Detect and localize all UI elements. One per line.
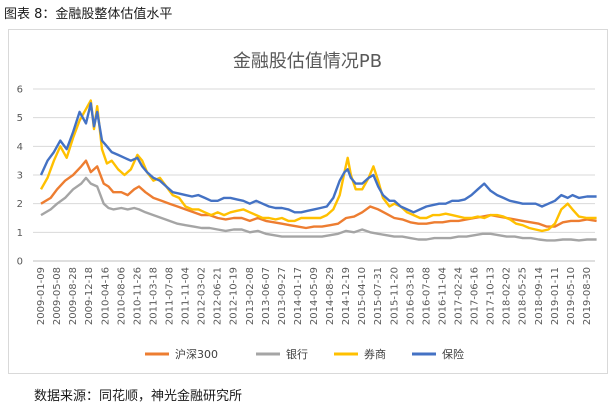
y-tick-label: 4 <box>17 142 23 153</box>
y-tick-label: 3 <box>17 171 23 182</box>
x-tick-label: 2015-11-20 <box>389 267 400 325</box>
data-source: 数据来源：同花顺，神光金融研究所 <box>34 389 243 404</box>
x-tick-label: 2017-02-24 <box>454 267 465 325</box>
x-tick-label: 2009-12-18 <box>84 267 95 325</box>
x-tick-label: 2017-06-16 <box>470 267 481 325</box>
x-tick-label: 2019-05-10 <box>566 267 577 325</box>
x-tick-label: 2012-10-19 <box>229 267 240 325</box>
y-tick-label: 1 <box>17 228 23 239</box>
x-tick-label: 2010-11-26 <box>132 267 143 325</box>
series-line-3 <box>39 99 597 233</box>
x-tick-label: 2014-08-29 <box>325 267 336 325</box>
x-tick-label: 2012-06-21 <box>213 267 224 325</box>
x-tick-label: 2017-10-13 <box>486 267 497 325</box>
chart-frame <box>8 29 608 374</box>
x-tick-label: 2009-01-09 <box>36 267 47 325</box>
x-tick-label: 2016-11-04 <box>437 267 448 325</box>
x-tick-label: 2018-09-14 <box>534 267 545 325</box>
figure-caption: 图表 8：金融股整体估值水平 <box>4 7 173 22</box>
series-line-2 <box>40 176 597 242</box>
x-tick-label: 2011-03-18 <box>148 267 159 325</box>
x-tick-label: 2016-07-08 <box>421 267 432 325</box>
x-tick-label: 2013-06-07 <box>261 267 272 325</box>
x-tick-label: 2013-09-27 <box>277 267 288 325</box>
x-tick-label: 2009-05-08 <box>52 267 63 325</box>
x-tick-label: 2016-03-18 <box>405 267 416 325</box>
y-tick-label: 2 <box>17 199 23 210</box>
x-tick-label: 2014-01-17 <box>293 267 304 325</box>
x-tick-label: 2013-02-08 <box>245 267 256 325</box>
x-tick-label: 2010-04-16 <box>100 267 111 325</box>
x-tick-label: 2014-05-09 <box>309 267 320 325</box>
x-tick-label: 2015-04-10 <box>357 267 368 325</box>
x-tick-label: 2014-12-19 <box>341 267 352 325</box>
x-tick-label: 2019-08-30 <box>582 267 593 325</box>
x-tick-label: 2018-02-02 <box>502 267 513 325</box>
y-tick-label: 6 <box>17 85 23 96</box>
x-tick-label: 2019-01-11 <box>550 267 561 325</box>
x-tick-label: 2010-08-06 <box>116 267 127 325</box>
x-tick-label: 2011-07-08 <box>164 267 175 325</box>
legend-label-1: 沪深300 <box>175 347 218 361</box>
series-line-4 <box>39 102 597 214</box>
y-tick-label: 0 <box>17 257 23 268</box>
x-tick-label: 2015-07-31 <box>373 267 384 325</box>
x-tick-label: 2012-03-02 <box>197 267 208 325</box>
x-tick-label: 2011-11-04 <box>181 267 192 325</box>
legend-label-2: 银行 <box>286 347 308 361</box>
chart-title: 金融股估值情况PB <box>232 51 383 72</box>
y-tick-label: 5 <box>17 113 23 124</box>
legend-label-4: 保险 <box>442 347 464 361</box>
x-tick-label: 2018-05-25 <box>518 267 529 325</box>
x-tick-label: 2009-08-28 <box>68 267 79 325</box>
legend-label-3: 券商 <box>364 347 386 361</box>
